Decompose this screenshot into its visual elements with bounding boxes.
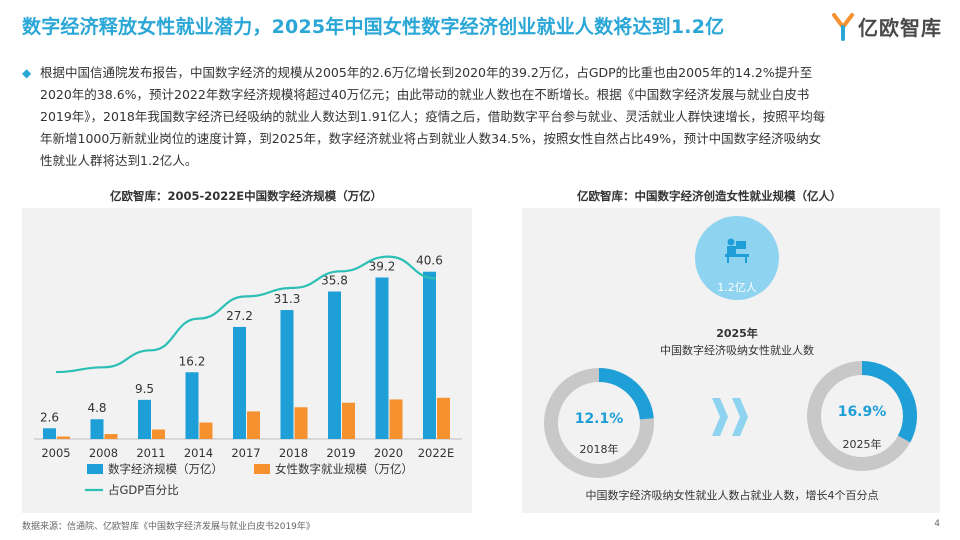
bar-female-employment xyxy=(342,402,355,439)
summary-paragraph: ◆ 根据中国信通院发布报告，中国数字经济的规模从2005年的2.6万亿增长到20… xyxy=(22,62,922,172)
summary-line-3: 2019年》，2018年我国数字经济已经吸纳的就业人数达到1.91亿人；疫情之后… xyxy=(40,109,826,124)
total-circle-label: 1.2亿人 xyxy=(717,281,757,294)
summary-line-2: 2020年的38.6%，预计2022年数字经济规模将超过40万亿元；由此带动的就… xyxy=(40,87,810,102)
bar-female-employment xyxy=(57,436,70,439)
bar-female-employment xyxy=(389,399,403,439)
summary-line-1: 根据中国信通院发布报告，中国数字经济的规模从2005年的2.6万亿增长到2020… xyxy=(40,65,813,80)
legend-label-gdp: 占GDP百分比 xyxy=(108,483,179,497)
bar-value-label: 40.6 xyxy=(416,254,443,268)
logo-text: 亿欧智库 xyxy=(858,16,942,40)
bar-value-label: 4.8 xyxy=(87,401,106,415)
total-caption-year: 2025年 xyxy=(716,326,758,340)
x-tick-label: 2018 xyxy=(279,446,308,460)
bar-economy-scale xyxy=(138,399,151,439)
page-title: 数字经济释放女性就业潜力，2025年中国女性数字经济创业就业人数将达到1.2亿 xyxy=(22,16,725,38)
x-tick-label: 2014 xyxy=(184,446,213,460)
bar-value-label: 9.5 xyxy=(135,382,154,396)
donut-2018 xyxy=(544,368,654,478)
legend-label-economy: 数字经济规模（万亿） xyxy=(108,462,223,476)
worker-icon xyxy=(725,238,749,263)
bar-economy-scale xyxy=(233,326,246,439)
summary-line-4: 年新增1000万新就业岗位的速度计算，到2025年，数字经济就业将占到就业人数3… xyxy=(40,131,822,146)
donut-2025-year: 2025年 xyxy=(843,437,882,451)
left-chart-title: 亿欧智库：2005-2022E中国数字经济规模（万亿） xyxy=(110,189,383,203)
summary-line-5: 性就业人群将达到1.2亿人。 xyxy=(40,153,198,168)
bar-economy-scale xyxy=(328,291,341,439)
bar-female-employment xyxy=(437,397,450,439)
bar-value-label: 27.2 xyxy=(226,309,253,323)
bar-economy-scale xyxy=(423,271,436,439)
bar-female-employment xyxy=(199,422,213,439)
donut-2018-value: 12.1% xyxy=(575,411,624,427)
bar-value-label: 39.2 xyxy=(369,259,396,273)
bar-value-label: 31.3 xyxy=(274,292,301,306)
bar-value-label: 2.6 xyxy=(40,410,59,424)
diamond-bullet-icon: ◆ xyxy=(22,66,32,80)
donut-share-arc xyxy=(598,368,654,420)
total-circle xyxy=(695,216,779,300)
bar-value-label: 35.8 xyxy=(321,274,348,288)
data-source-note: 数据来源：信通院、亿欧智库《中国数字经济发展与就业白皮书2019年》 xyxy=(22,522,315,532)
x-tick-label: 2017 xyxy=(231,446,260,460)
bar-economy-scale xyxy=(90,419,104,439)
bar-economy-scale xyxy=(185,372,199,439)
bar-economy-scale xyxy=(280,310,294,439)
logo: 亿欧智库 xyxy=(832,12,942,41)
female-employment-panel: 1.2亿人 2025年 中国数字经济吸纳女性就业人数 12.1% 2018年 1… xyxy=(522,208,940,513)
legend-swatch-female xyxy=(254,464,270,474)
donut-2025-value: 16.9% xyxy=(838,404,887,420)
donut-footnote: 中国数字经济吸纳女性就业人数占就业人数，增长4个百分点 xyxy=(586,488,879,502)
x-tick-label: 2022E xyxy=(418,446,455,460)
bar-value-label: 16.2 xyxy=(179,354,206,368)
economy-scale-chart: 2.6 2005 4.8 2008 9.5 2011 16.2 2014 27.2 2017 31.… xyxy=(34,254,462,497)
page-number: 4 xyxy=(934,519,940,529)
donut-2025 xyxy=(807,361,917,471)
x-tick-label: 2005 xyxy=(41,446,70,460)
chevron-right-icon xyxy=(712,398,748,436)
logo-icon xyxy=(832,12,854,41)
bar-female-employment xyxy=(294,407,308,439)
economy-scale-chart-panel: 2.6 2005 4.8 2008 9.5 2011 16.2 2014 27.2 2017 31.… xyxy=(22,208,472,513)
bar-female-employment xyxy=(152,429,165,439)
donut-2018-year: 2018年 xyxy=(580,442,619,456)
x-tick-label: 2020 xyxy=(374,446,403,460)
gdp-share-line xyxy=(55,255,437,374)
bar-female-employment xyxy=(247,411,260,439)
bar-economy-scale xyxy=(43,428,56,439)
bar-female-employment xyxy=(104,434,118,439)
x-tick-label: 2019 xyxy=(326,446,355,460)
x-tick-label: 2008 xyxy=(89,446,118,460)
total-caption: 中国数字经济吸纳女性就业人数 xyxy=(660,343,814,357)
legend-swatch-economy xyxy=(87,464,103,474)
bar-economy-scale xyxy=(375,277,389,439)
right-chart-title: 亿欧智库：中国数字经济创造女性就业规模（亿人） xyxy=(577,189,842,203)
donut-share-arc xyxy=(861,361,917,443)
legend-label-female: 女性数字就业规模（万亿） xyxy=(275,462,413,476)
female-employment-chart: 1.2亿人 2025年 中国数字经济吸纳女性就业人数 12.1% 2018年 1… xyxy=(544,216,917,502)
x-tick-label: 2011 xyxy=(136,446,165,460)
